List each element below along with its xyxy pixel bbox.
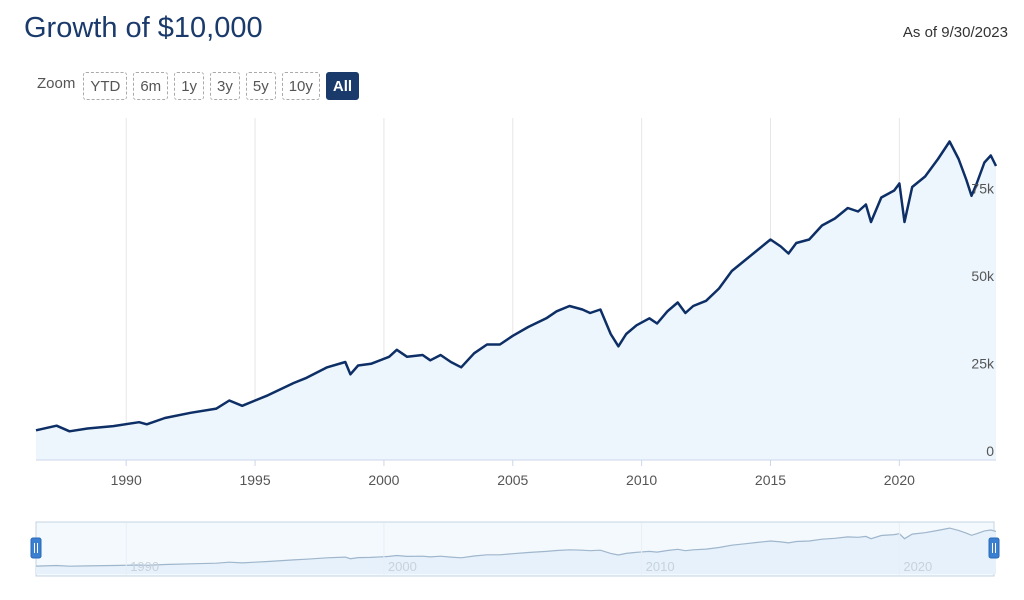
x-tick-label: 2005: [497, 472, 528, 488]
y-tick-label: 25k: [971, 356, 995, 372]
navigator-tick-label: 2010: [646, 559, 675, 574]
x-tick-label: 2020: [884, 472, 915, 488]
navigator-ticks: 1990 2000 2010 2020: [125, 523, 932, 575]
y-tick-label: 0: [986, 443, 994, 459]
x-tick-label: 1990: [111, 472, 142, 488]
navigator-area: [36, 528, 996, 574]
zoom-1y-button[interactable]: 1y: [174, 72, 205, 100]
navigator[interactable]: 1990 2000 2010 2020: [30, 521, 1000, 577]
y-axis-ticks: 0 25k 50k 75k: [971, 181, 995, 460]
zoom-10y-button[interactable]: 10y: [281, 72, 320, 100]
zoom-6m-button[interactable]: 6m: [133, 72, 169, 100]
zoom-label: Zoom: [37, 74, 76, 92]
growth-area: [36, 141, 996, 460]
x-tick-label: 2010: [626, 472, 657, 488]
zoom-all-button[interactable]: All: [325, 72, 360, 100]
navigator-right-handle[interactable]: [988, 537, 1000, 559]
navigator-tick-label: 2020: [903, 559, 932, 574]
zoom-toolbar: Zoom YTD 6m 1y 3y 5y 10y All: [37, 70, 365, 102]
zoom-5y-button[interactable]: 5y: [245, 72, 276, 100]
zoom-3y-button[interactable]: 3y: [210, 72, 240, 100]
as-of-date: As of 9/30/2023: [902, 24, 1008, 41]
navigator-tick-label: 1990: [130, 559, 159, 574]
x-tick-label: 2015: [755, 472, 786, 488]
navigator-left-handle[interactable]: [30, 537, 42, 559]
x-tick-label: 2000: [368, 472, 399, 488]
y-tick-label: 50k: [971, 268, 995, 284]
navigator-line: [35, 527, 997, 567]
x-axis-ticks: 1990 1995 2000 2005 2010 2015 2020: [111, 460, 915, 488]
y-tick-label: 75k: [971, 181, 995, 197]
chart-title: Growth of $10,000: [24, 12, 263, 44]
growth-line: [35, 140, 998, 433]
navigator-tick-label: 2000: [388, 559, 417, 574]
zoom-ytd-button[interactable]: YTD: [83, 72, 128, 100]
x-tick-label: 1995: [239, 472, 270, 488]
